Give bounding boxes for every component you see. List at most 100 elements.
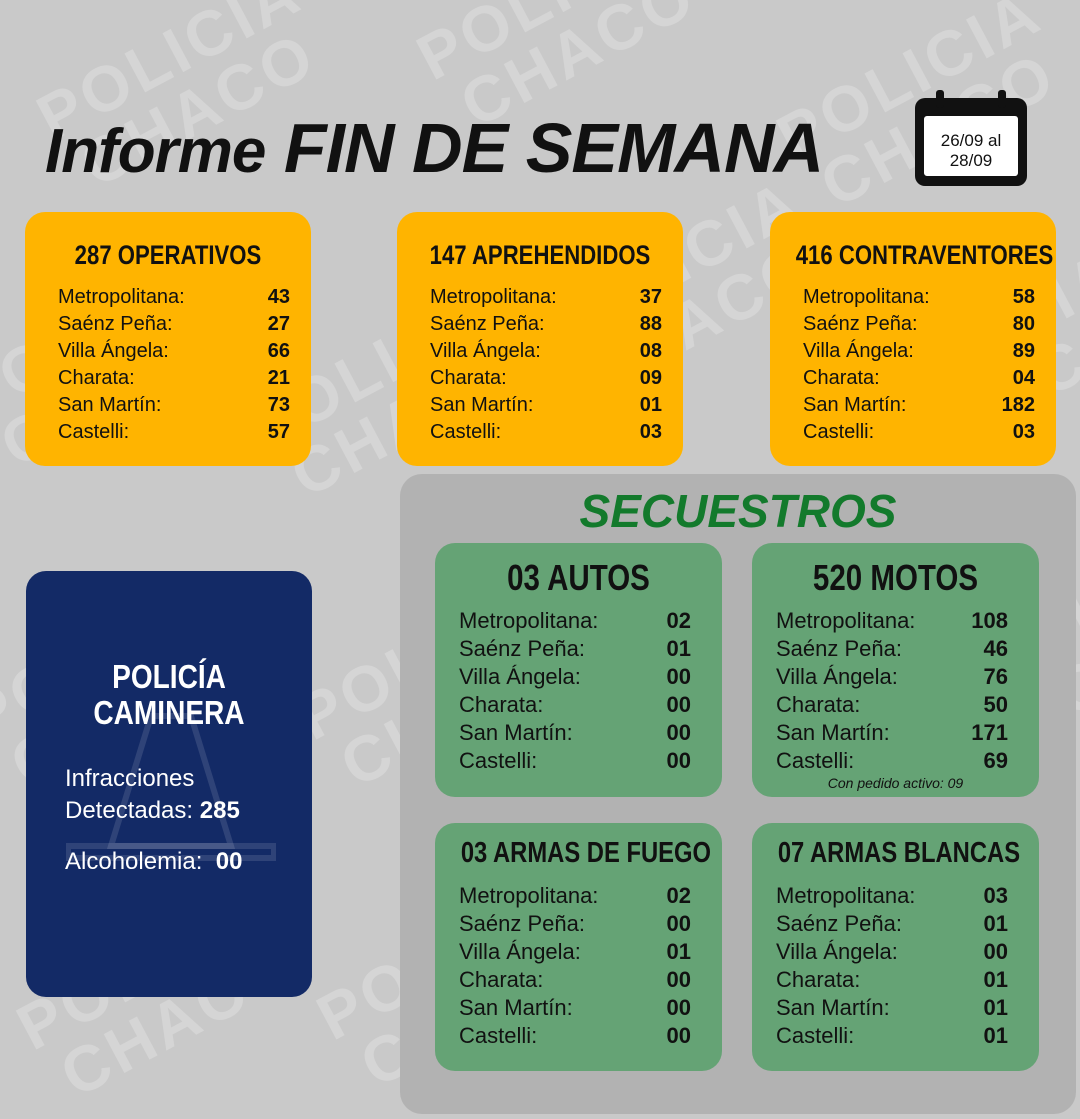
row-value: 73	[267, 394, 290, 416]
cone-icon	[66, 713, 276, 861]
caminera-title-line: POLICÍA	[112, 658, 226, 695]
card-title: 147 APREHENDIDOS	[429, 240, 651, 270]
row-value: 76	[983, 664, 1008, 689]
row-label: Castelli:	[58, 421, 130, 443]
card: 520 MOTOS Metropolitana: 108 Saénz Peña: 46 V…	[752, 543, 1039, 797]
row-value: 02	[666, 883, 691, 908]
card: 03 ARMAS DE FUEGO Metropolitana: 02 Saénz P…	[435, 823, 722, 1071]
row-value: 69	[983, 748, 1008, 773]
row-label: Metropolitana:	[776, 608, 916, 633]
title-a: Informe	[45, 117, 266, 186]
row-value: 02	[666, 608, 691, 633]
row-label: Villa Ángela:	[459, 939, 581, 964]
row-value: 43	[267, 286, 290, 308]
card-title: 03 AUTOS	[507, 557, 650, 598]
card: 287 OPERATIVOS Metropolitana: 43 Saénz Peña…	[25, 212, 311, 466]
row-label: Charata:	[776, 692, 861, 717]
row-label: San Martín:	[430, 394, 534, 416]
row-label: Villa Ángela:	[58, 340, 169, 362]
row-value: 57	[267, 421, 290, 443]
row-label: Charata:	[58, 367, 135, 389]
row-label: Castelli:	[776, 1023, 855, 1048]
row-label: Saénz Peña:	[459, 636, 585, 661]
row-value: 03	[983, 883, 1008, 908]
infracciones-label: Detectadas:	[65, 797, 194, 824]
row-label: Saénz Peña:	[58, 313, 173, 335]
row-label: San Martín:	[803, 394, 907, 416]
row-label: San Martín:	[776, 720, 890, 745]
caminera-card: POLICÍA CAMINERA Infracciones Detectadas…	[26, 571, 312, 997]
row-label: Castelli:	[803, 421, 875, 443]
infracciones-value: 285	[199, 797, 240, 824]
row-value: 182	[1001, 394, 1035, 416]
row-label: Metropolitana:	[459, 608, 599, 633]
row-label: Metropolitana:	[803, 286, 930, 308]
row-label: Saénz Peña:	[776, 911, 902, 936]
card: 03 AUTOS Metropolitana: 02 Saénz Peña: 01 Vil…	[435, 543, 722, 797]
calendar-icon	[915, 90, 1027, 186]
row-value: 08	[639, 340, 662, 362]
row-value: 01	[983, 1023, 1008, 1048]
row-label: Villa Ángela:	[459, 664, 581, 689]
card-title: 03 ARMAS DE FUEGO	[460, 837, 712, 869]
row-label: San Martín:	[58, 394, 162, 416]
row-value: 00	[666, 664, 691, 689]
row-value: 37	[639, 286, 662, 308]
row-label: San Martín:	[776, 995, 890, 1020]
row-label: Castelli:	[776, 748, 855, 773]
row-value: 88	[639, 313, 662, 335]
row-label: Saénz Peña:	[803, 313, 918, 335]
row-value: 46	[983, 636, 1008, 661]
row-value: 04	[1012, 367, 1035, 389]
row-label: Villa Ángela:	[776, 939, 898, 964]
row-label: Metropolitana:	[459, 883, 599, 908]
date-line: 26/09 al	[940, 131, 1002, 150]
card-title: 520 MOTOS	[812, 557, 979, 598]
row-value: 108	[971, 608, 1008, 633]
row-label: Villa Ángela:	[776, 664, 898, 689]
row-label: Castelli:	[459, 748, 538, 773]
row-value: 01	[983, 911, 1008, 936]
secuestros-title: SECUESTROS	[579, 485, 897, 537]
row-label: Saénz Peña:	[430, 313, 545, 335]
row-value: 89	[1012, 340, 1035, 362]
row-label: Metropolitana:	[58, 286, 185, 308]
row-value: 01	[983, 995, 1008, 1020]
row-value: 01	[983, 967, 1008, 992]
row-label: Charata:	[803, 367, 880, 389]
row-value: 66	[267, 340, 290, 362]
row-value: 00	[666, 720, 691, 745]
alcoholemia-value: 00	[215, 848, 243, 875]
infracciones-label: Infracciones	[65, 765, 195, 792]
card: 07 ARMAS BLANCAS Metropolitana: 03 Saénz Pe…	[752, 823, 1039, 1071]
date-range: 26/09 al 28/09	[924, 131, 1018, 171]
row-label: Saénz Peña:	[776, 636, 902, 661]
caminera-title-line: CAMINERA	[93, 694, 245, 731]
row-value: 171	[971, 720, 1008, 745]
row-label: Charata:	[459, 967, 544, 992]
row-label: Saénz Peña:	[459, 911, 585, 936]
row-label: Charata:	[430, 367, 507, 389]
infracciones: Infracciones Detectadas: 285	[65, 763, 240, 827]
row-value: 21	[267, 367, 290, 389]
card-title: 287 OPERATIVOS	[74, 240, 262, 270]
row-label: Castelli:	[459, 1023, 538, 1048]
row-value: 00	[666, 967, 691, 992]
row-value: 00	[983, 939, 1008, 964]
date-line: 28/09	[949, 151, 993, 170]
card: 147 APREHENDIDOS Metropolitana: 37 Saénz Pe…	[397, 212, 683, 466]
row-value: 00	[666, 748, 691, 773]
row-value: 50	[983, 692, 1008, 717]
card-title: 416 CONTRAVENTORES	[795, 240, 1054, 270]
row-label: Villa Ángela:	[803, 340, 914, 362]
row-value: 01	[666, 939, 691, 964]
row-value: 58	[1012, 286, 1035, 308]
row-label: San Martín:	[459, 720, 573, 745]
row-label: Villa Ángela:	[430, 340, 541, 362]
row-value: 00	[666, 995, 691, 1020]
card-title: 07 ARMAS BLANCAS	[777, 837, 1021, 869]
row-label: San Martín:	[459, 995, 573, 1020]
alcoholemia: Alcoholemia: 00	[65, 848, 242, 876]
title: Informe FIN DE SEMANA	[45, 108, 824, 188]
